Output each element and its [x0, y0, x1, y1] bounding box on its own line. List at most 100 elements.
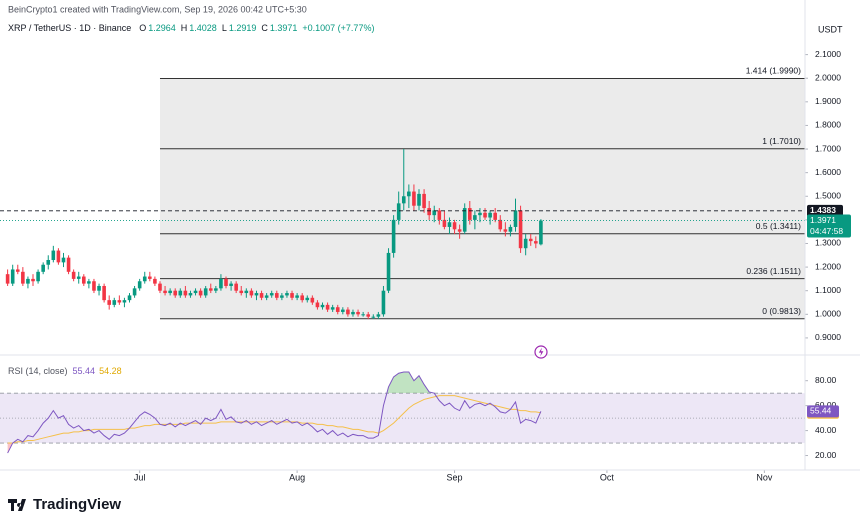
- candle-body: [483, 212, 487, 218]
- currency: USDT: [818, 24, 843, 34]
- candle-body: [264, 295, 269, 298]
- ohlc-label: L: [222, 23, 227, 33]
- candle-body: [259, 293, 264, 298]
- candle-body: [427, 208, 431, 216]
- y-tick-label: 1.7000: [815, 143, 841, 153]
- candle-body: [315, 302, 320, 308]
- candle-body: [407, 191, 411, 197]
- event-bolt: [538, 347, 544, 357]
- candle-body: [239, 290, 244, 294]
- y-tick-label: 1.8000: [815, 120, 841, 130]
- fib-label: 0.236 (1.1511): [746, 266, 801, 276]
- x-tick-label: Aug: [289, 472, 305, 482]
- candle-body: [356, 311, 360, 315]
- candle-body: [335, 307, 340, 312]
- plot-layer: 1.414 (1.9990) 1 (1.7010) 0.5 (1.3411) 0.23…: [0, 49, 851, 482]
- candle-body: [158, 283, 162, 291]
- candle-body: [198, 290, 203, 296]
- rsi-legend-value: 55.44: [73, 366, 96, 376]
- candle-body: [76, 276, 81, 279]
- y-tick-label: 1.9000: [815, 96, 841, 106]
- candle-body: [97, 285, 101, 291]
- price-tag-label: 1.4383: [810, 205, 836, 215]
- candle-body: [417, 193, 421, 206]
- candle-body: [447, 222, 452, 227]
- candle-body: [31, 278, 35, 282]
- candle-body: [437, 210, 442, 220]
- candle-body: [341, 309, 345, 312]
- symbol-line: XRP / TetherUS · 1D · Binance O 1.2964 H 1.4…: [8, 23, 374, 33]
- ohlc-label: C: [261, 23, 268, 33]
- fib-label: 1.414 (1.9990): [746, 66, 801, 76]
- candle-body: [473, 215, 477, 220]
- candle-body: [325, 304, 330, 310]
- candle-body: [295, 295, 299, 298]
- candle-body: [46, 260, 51, 265]
- candle-body: [493, 212, 497, 220]
- candle-body: [523, 238, 528, 249]
- price-tag: [807, 204, 843, 217]
- candle-body: [396, 203, 401, 220]
- candle-body: [467, 208, 472, 220]
- event-icon[interactable]: [534, 345, 548, 359]
- candle-body: [310, 297, 315, 303]
- open-value: 1.2964: [148, 23, 176, 33]
- symbol: XRP / TetherUS · 1D · Binance: [8, 23, 131, 33]
- candle-body: [183, 290, 188, 296]
- plot-backgrounds: [0, 77, 805, 444]
- candle-body: [71, 271, 76, 279]
- fib-label: 0 (0.9813): [762, 306, 801, 316]
- candle-body: [290, 293, 294, 298]
- candle-body: [15, 269, 20, 272]
- x-tick-label: Jul: [134, 472, 146, 482]
- rsi-title: RSI (14, close): [8, 366, 68, 376]
- rsi-value-tag-label: 55.44: [810, 406, 832, 416]
- candle-body: [92, 281, 96, 291]
- candle-body: [305, 297, 310, 301]
- countdown: 04:47:58: [810, 226, 843, 236]
- candle-body: [51, 250, 56, 261]
- logo-text: TradingView: [33, 496, 121, 513]
- fib-label: 1 (1.7010): [762, 136, 801, 146]
- rsi-value-tag: [807, 405, 839, 418]
- low-value: 1.2919: [229, 23, 257, 33]
- y-tick-label: 1.1000: [815, 285, 841, 295]
- rsi-y-tick-label: 20.00: [815, 450, 837, 460]
- candle-body: [61, 257, 66, 263]
- candle-body: [386, 252, 391, 291]
- last-price-tag-label: 1.3971: [810, 215, 836, 225]
- candle-body: [173, 290, 178, 296]
- candle-body: [457, 229, 462, 232]
- fib-label: 0.5 (1.3411): [756, 221, 801, 231]
- candle-body: [351, 311, 355, 315]
- candle-body: [376, 314, 381, 317]
- x-tick-label: Oct: [600, 472, 615, 482]
- logo-icon: [8, 499, 26, 511]
- fib-zone: [159, 78, 805, 319]
- candle-body: [142, 276, 147, 282]
- y-tick-label: 2.1000: [815, 49, 841, 59]
- candle-body: [82, 276, 86, 284]
- candle-body: [107, 300, 111, 305]
- candle-body: [56, 250, 61, 263]
- candle-body: [442, 219, 447, 227]
- rsi-line: [7, 371, 542, 454]
- x-tick-label: Sep: [447, 472, 463, 482]
- candle-body: [346, 309, 350, 315]
- candle-body: [229, 283, 233, 286]
- candle-body: [462, 208, 467, 232]
- candle-body: [381, 290, 386, 315]
- candle-body: [66, 257, 71, 272]
- candle-body: [203, 288, 208, 296]
- candle-body: [320, 304, 325, 308]
- rsi-ma-legend-value: 54.28: [99, 366, 122, 376]
- rsi-y-tick-label: 40.00: [815, 425, 837, 435]
- rsi-y-tick-label: 60.00: [815, 400, 837, 410]
- candle-body: [193, 290, 198, 294]
- candle-body: [153, 278, 157, 284]
- candle-body: [285, 293, 289, 296]
- candle-body: [117, 300, 122, 303]
- y-tick-label: 2.0000: [815, 72, 841, 82]
